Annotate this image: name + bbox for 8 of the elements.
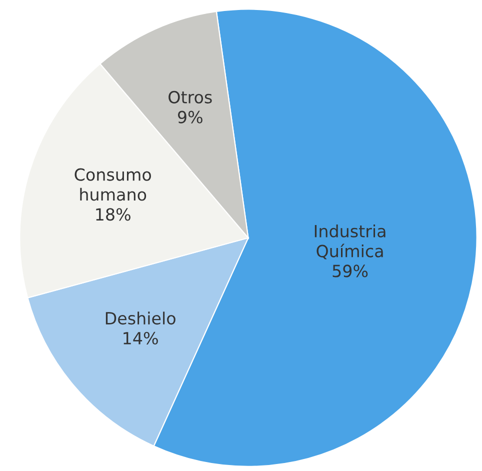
data-label: 9% [178, 110, 202, 124]
slice-label: Otros [168, 90, 212, 104]
slice-label: Consumo humano [74, 168, 151, 201]
data-label: 18% [96, 208, 130, 221]
slice-label: Deshielo [106, 312, 176, 325]
slice-label: Industria Química [314, 224, 386, 260]
data-label: 59% [332, 264, 368, 278]
data-label: 14% [124, 332, 158, 345]
